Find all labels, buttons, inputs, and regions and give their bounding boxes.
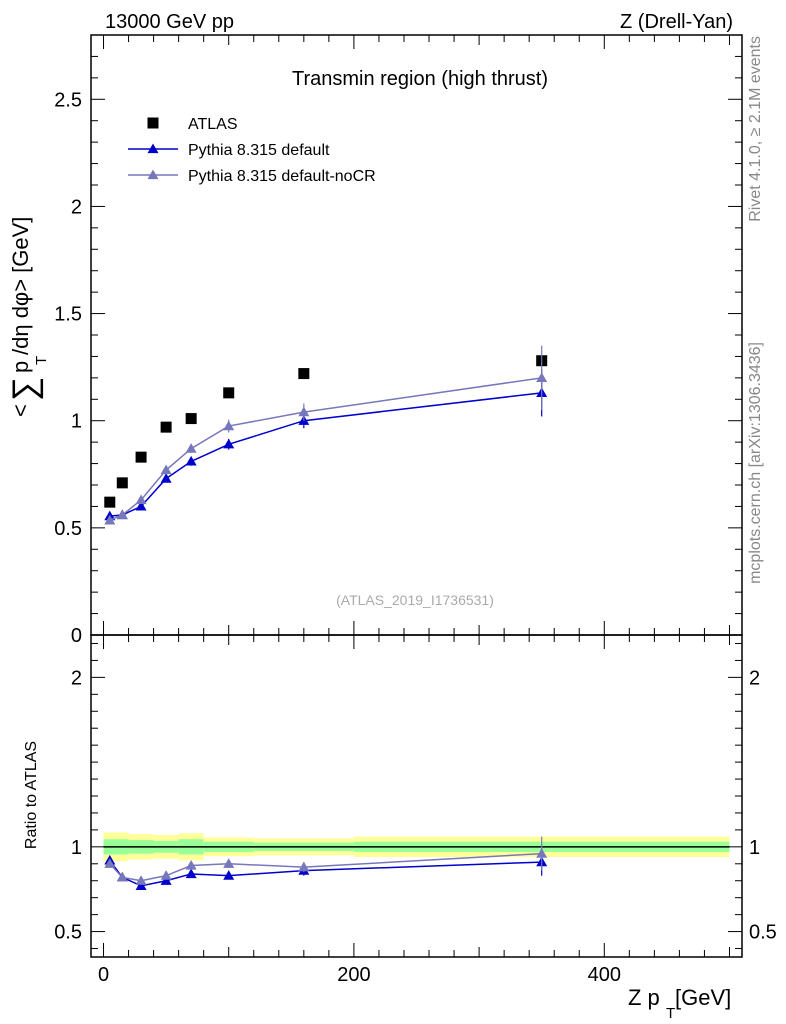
data-point: [185, 413, 197, 425]
ratio-xtick-label: 400: [588, 964, 621, 986]
legend-entry: Pythia 8.315 default-noCR: [128, 168, 376, 185]
main-y-axis-label: < ∑ p T /dη dφ> [GeV]: [6, 217, 50, 417]
ratio-data-point: [135, 875, 147, 885]
ylabel-p: p: [8, 361, 33, 373]
legend-marker: [147, 117, 159, 129]
series-pythia-8-315-default-nocr: [104, 345, 548, 525]
ratio-series-line: [109, 859, 542, 887]
ratio-x-axis-label: Z p T [GeV]: [628, 985, 731, 1022]
ylabel-sub: T: [33, 356, 50, 365]
ratio-data-point: [160, 875, 172, 885]
data-point: [116, 477, 128, 489]
mcplots-label: mcplots.cern.ch [arXiv:1306.3436]: [747, 342, 764, 584]
ratio-frame: [90, 634, 743, 958]
ratio-xtick-label: 200: [337, 964, 370, 986]
data-point: [298, 406, 310, 417]
ratio-grid-ticks: 0.5 0.5 1 1 2 2 0 200 400: [54, 635, 777, 986]
main-series: [104, 345, 548, 525]
main-ytick-label: 2.5: [54, 89, 82, 111]
ratio-data-point: [104, 858, 116, 868]
data-point: [160, 421, 172, 433]
data-point: [185, 443, 197, 453]
main-title: Transmin region (high thrust): [292, 68, 548, 90]
ratio-data-point: [223, 858, 235, 868]
header-right: Z (Drell-Yan): [620, 11, 733, 33]
xlabel-main: Z p: [628, 985, 660, 1010]
data-point: [160, 464, 172, 475]
data-point: [135, 494, 147, 505]
main-ytick-label: 0: [71, 625, 82, 647]
series-pythia-8-315-default: [104, 369, 548, 521]
data-point: [185, 455, 197, 466]
series-line: [109, 377, 542, 522]
ratio-ytick-label-right: 2: [749, 667, 760, 689]
main-ytick-label: 2: [71, 196, 82, 218]
ratio-series-pythia-8-315-default-nocr: [104, 836, 548, 885]
legend-marker: [147, 143, 159, 154]
main-panel: 0 0.5 1 1.5 2 2.5 Transmin region (high thrus…: [6, 34, 743, 647]
data-point: [104, 496, 116, 508]
data-point: [160, 473, 172, 483]
legend-label: Pythia 8.315 default-noCR: [188, 168, 376, 185]
main-ytick-label: 0.5: [54, 518, 82, 540]
main-ytick-label: 1.5: [54, 304, 82, 326]
legend-marker: [147, 169, 159, 180]
data-point: [135, 500, 147, 511]
ratio-ytick-label: 2: [71, 667, 82, 689]
main-grid-ticks: 0 0.5 1 1.5 2 2.5: [54, 35, 742, 647]
watermark: (ATLAS_2019_I1736531): [336, 592, 494, 608]
ratio-bands: [103, 832, 730, 862]
ratio-ytick-label: 0.5: [54, 922, 82, 944]
ylabel-sum: ∑: [6, 377, 44, 401]
data-point: [104, 514, 116, 525]
data-point: [135, 451, 147, 463]
legend-entry: Pythia 8.315 default: [128, 142, 330, 159]
rivet-label: Rivet 4.1.0, ≥ 2.1M events: [747, 36, 764, 222]
series-atlas: [104, 355, 548, 508]
legend: ATLAS Pythia 8.315 default Pythia 8.315 de…: [128, 116, 376, 185]
ratio-panel: 0.5 0.5 1 1 2 2 0 200 400 Ratio to ATLAS Z p T […: [23, 634, 777, 1022]
ratio-data-point: [185, 868, 197, 879]
data-point: [298, 368, 310, 380]
ratio-data-point: [536, 848, 548, 858]
ratio-series: [104, 836, 548, 890]
data-point: [116, 509, 128, 520]
series-line: [109, 392, 542, 517]
legend-entry: ATLAS: [147, 116, 238, 133]
ratio-ytick-label: 1: [71, 837, 82, 859]
legend-label: Pythia 8.315 default: [188, 142, 330, 159]
ratio-data-point: [135, 880, 147, 890]
xlabel-sub: T: [666, 1005, 675, 1022]
ylabel-post: /dη dφ> [GeV]: [8, 217, 33, 355]
main-ytick-label: 1: [71, 411, 82, 433]
data-point: [223, 387, 235, 399]
ratio-data-point: [160, 870, 172, 880]
xlabel-post: [GeV]: [675, 985, 731, 1010]
data-point: [223, 420, 235, 431]
header-left: 13000 GeV pp: [105, 11, 234, 33]
ratio-data-point: [298, 861, 310, 872]
legend-label: ATLAS: [188, 116, 238, 133]
ratio-ytick-label-right: 0.5: [749, 922, 777, 944]
ratio-ytick-label-right: 1: [749, 837, 760, 859]
ratio-data-point: [116, 871, 128, 882]
ylabel-pre: <: [8, 404, 33, 417]
data-point: [536, 372, 548, 382]
ratio-data-point: [223, 870, 235, 880]
data-point: [223, 438, 235, 449]
ratio-y-axis-label: Ratio to ATLAS: [23, 741, 40, 849]
ratio-xtick-label: 0: [98, 964, 109, 986]
ratio-data-point: [185, 859, 197, 870]
